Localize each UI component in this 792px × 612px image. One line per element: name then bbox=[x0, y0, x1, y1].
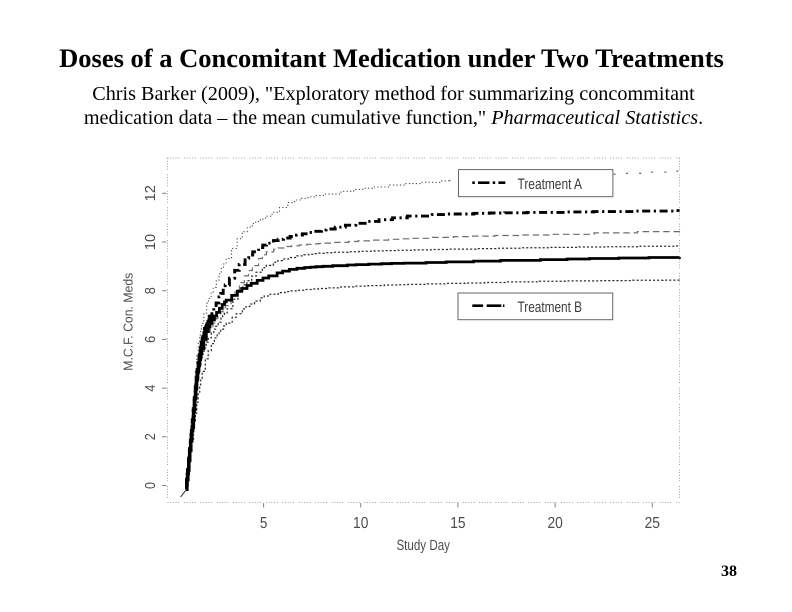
svg-text:6: 6 bbox=[143, 336, 159, 343]
svg-text:0: 0 bbox=[143, 482, 159, 489]
svg-text:2: 2 bbox=[143, 433, 159, 440]
svg-text:5: 5 bbox=[260, 515, 268, 532]
svg-text:8: 8 bbox=[143, 287, 159, 294]
svg-text:12: 12 bbox=[143, 185, 159, 201]
svg-text:25: 25 bbox=[645, 515, 660, 532]
svg-text:20: 20 bbox=[547, 515, 562, 532]
svg-text:15: 15 bbox=[450, 515, 465, 532]
svg-text:M.C.F. Con. Meds: M.C.F. Con. Meds bbox=[121, 273, 136, 371]
svg-text:10: 10 bbox=[143, 234, 159, 250]
svg-text:Treatment A: Treatment A bbox=[518, 176, 583, 193]
svg-text:10: 10 bbox=[353, 515, 368, 532]
svg-text:Study Day: Study Day bbox=[396, 538, 450, 554]
svg-text:Treatment B: Treatment B bbox=[518, 299, 583, 316]
svg-text:4: 4 bbox=[143, 385, 159, 392]
